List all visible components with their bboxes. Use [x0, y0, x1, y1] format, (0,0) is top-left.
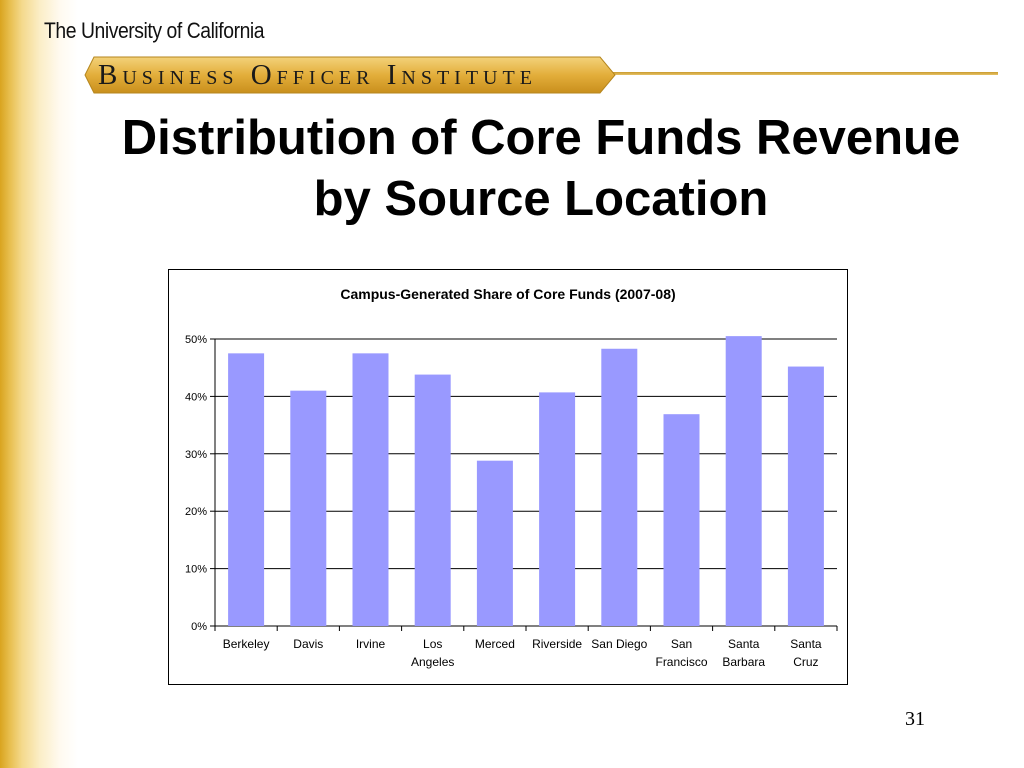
bar [228, 353, 265, 626]
x-tick-label: Berkeley [223, 637, 270, 651]
title-line-2: by Source Location [313, 172, 769, 226]
bar [663, 414, 700, 626]
bar [476, 460, 513, 626]
institute-banner: Business Officer Institute [84, 56, 616, 94]
page-number: 31 [905, 708, 925, 730]
x-tick-label: San [671, 637, 692, 651]
x-tick-label: Riverside [532, 637, 582, 651]
left-gold-stripe [0, 0, 78, 768]
x-tick-label: Irvine [356, 637, 386, 651]
x-tick-label: Cruz [793, 655, 818, 669]
bar [787, 366, 824, 626]
bar [414, 374, 451, 626]
x-tick-label: San Diego [591, 637, 647, 651]
x-tick-label: Barbara [722, 655, 765, 669]
y-tick-label: 50% [185, 334, 207, 346]
institute-name: Business Officer Institute [98, 59, 537, 91]
x-tick-label: Angeles [411, 655, 454, 669]
x-tick-label: Los [423, 637, 442, 651]
x-tick-label: Merced [475, 637, 515, 651]
page-title: Distribution of Core Funds Revenue by So… [84, 108, 998, 230]
x-tick-label: Santa [728, 637, 760, 651]
x-tick-label: Davis [293, 637, 323, 651]
bar [725, 336, 762, 626]
banner-rule [600, 72, 998, 75]
title-line-1: Distribution of Core Funds Revenue [121, 111, 961, 165]
bar [290, 390, 327, 626]
y-tick-label: 40% [185, 391, 207, 403]
bar-chart: Campus-Generated Share of Core Funds (20… [185, 286, 838, 669]
bar [539, 392, 576, 626]
bar [601, 348, 638, 626]
y-tick-label: 0% [191, 621, 207, 633]
banner-shape [84, 56, 616, 94]
chart-container: Campus-Generated Share of Core Funds (20… [168, 269, 848, 685]
y-tick-label: 20% [185, 506, 207, 518]
bar [352, 353, 389, 626]
chart-title: Campus-Generated Share of Core Funds (20… [340, 286, 675, 302]
y-tick-label: 30% [185, 449, 207, 461]
x-tick-label: Francisco [655, 655, 707, 669]
y-tick-label: 10% [185, 564, 207, 576]
x-tick-label: Santa [790, 637, 822, 651]
university-name: The University of California [44, 18, 265, 43]
